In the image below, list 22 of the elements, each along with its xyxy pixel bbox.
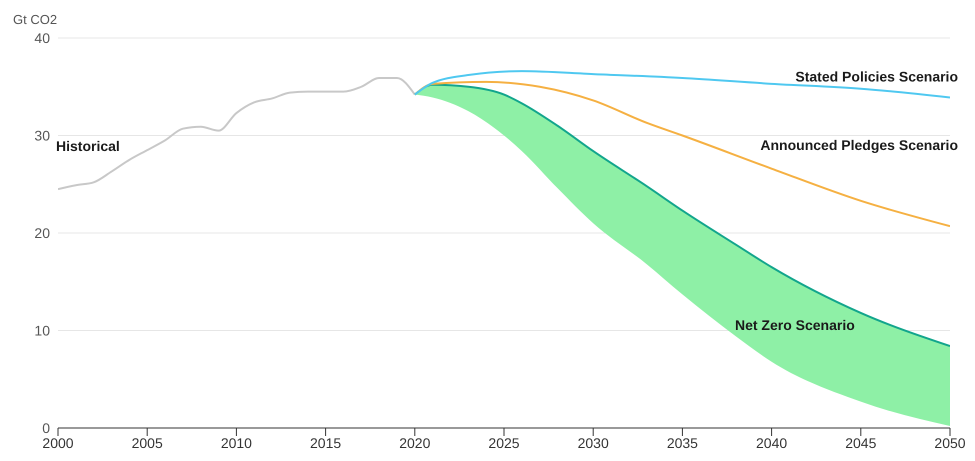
x-tick-label: 2050 bbox=[934, 434, 966, 451]
line-series bbox=[58, 76, 416, 190]
x-tick-label: 2020 bbox=[399, 434, 431, 451]
series-label: Net Zero Scenario bbox=[734, 316, 855, 333]
series-label: Historical bbox=[56, 138, 120, 154]
y-tick-label: 10 bbox=[34, 322, 50, 338]
x-tick-label: 2030 bbox=[578, 434, 609, 451]
x-tick-label: 2005 bbox=[132, 434, 163, 451]
series-label: Stated Policies Scenario bbox=[795, 68, 958, 84]
y-tick-label: 20 bbox=[34, 224, 50, 241]
y-tick-label: 0 bbox=[42, 420, 50, 436]
y-tick-label: 40 bbox=[34, 30, 50, 46]
series-label: Announced Pledges Scenario bbox=[760, 137, 958, 154]
x-tick-label: 2025 bbox=[488, 434, 520, 451]
x-tick-label: 2035 bbox=[666, 434, 698, 451]
y-tick-label: 30 bbox=[34, 127, 50, 144]
x-tick-label: 2040 bbox=[756, 434, 788, 451]
x-tick-label: 2010 bbox=[220, 434, 252, 451]
x-tick-label: 2000 bbox=[42, 434, 74, 451]
y-axis-title: Gt CO2 bbox=[13, 12, 58, 27]
x-tick-label: 2045 bbox=[845, 434, 877, 451]
x-tick-label: 2015 bbox=[310, 434, 342, 451]
